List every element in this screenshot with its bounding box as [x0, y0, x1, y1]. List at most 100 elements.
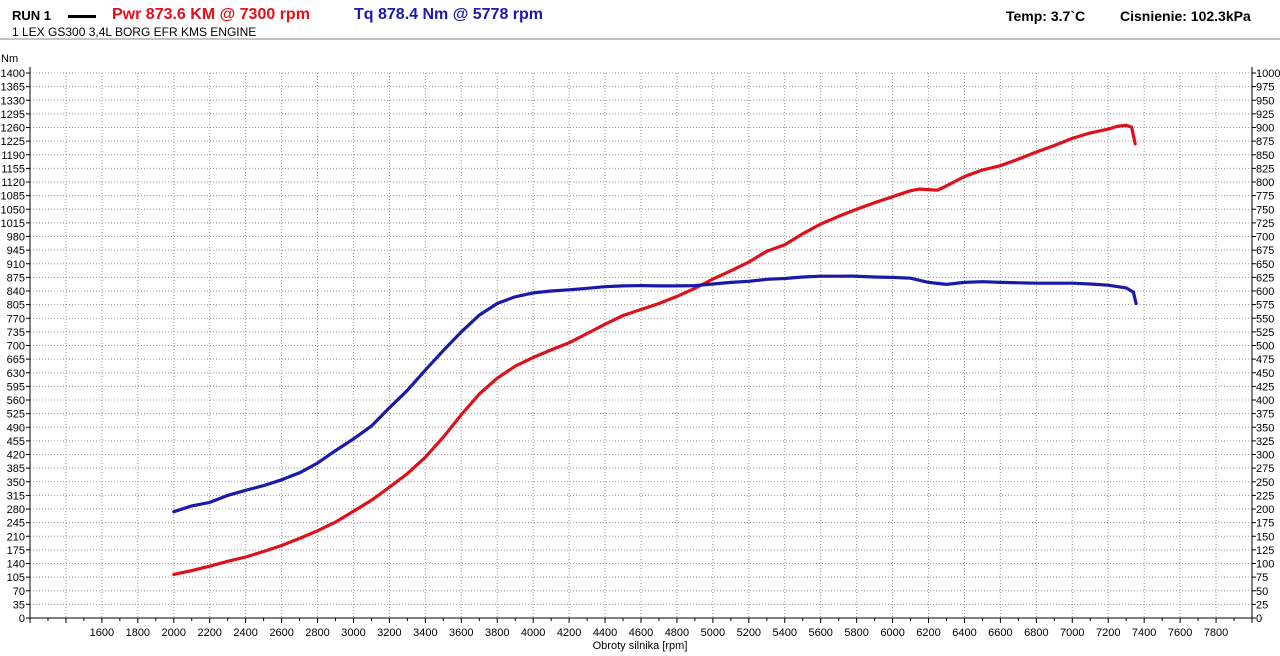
- left-tick-label: 350: [7, 477, 25, 489]
- x-tick-label: 2600: [269, 627, 293, 639]
- right-tick-label: 500: [1256, 341, 1274, 353]
- right-tick-label: 600: [1256, 286, 1274, 298]
- left-tick-label: 525: [7, 409, 25, 421]
- left-tick-label: 980: [7, 232, 25, 244]
- y-axis-label: Nm: [1, 53, 18, 65]
- x-tick-label: 7800: [1204, 627, 1228, 639]
- right-tick-label: 700: [1256, 232, 1274, 244]
- x-tick-label: 6400: [952, 627, 976, 639]
- right-tick-label: 850: [1256, 150, 1274, 162]
- left-tick-label: 840: [7, 286, 25, 298]
- right-tick-label: 750: [1256, 204, 1274, 216]
- left-tick-label: 630: [7, 368, 25, 380]
- right-tick-label: 300: [1256, 450, 1274, 462]
- run-subtitle: 1 LEX GS300 3,4L BORG EFR KMS ENGINE: [12, 25, 257, 39]
- x-tick-label: 2200: [197, 627, 221, 639]
- right-tick-label: 350: [1256, 422, 1274, 434]
- left-tick-label: 1085: [1, 191, 25, 203]
- power-summary: Pwr 873.6 KM @ 7300 rpm: [112, 6, 310, 23]
- right-tick-label: 950: [1256, 95, 1274, 107]
- x-tick-label: 7200: [1096, 627, 1120, 639]
- x-tick-label: 5000: [701, 627, 725, 639]
- x-tick-label: 3200: [377, 627, 401, 639]
- x-tick-label: 3600: [449, 627, 473, 639]
- left-tick-label: 1400: [1, 68, 25, 80]
- left-tick-label: 280: [7, 504, 25, 516]
- right-tick-label: 825: [1256, 163, 1274, 175]
- right-tick-label: 150: [1256, 531, 1274, 543]
- x-tick-label: 7000: [1060, 627, 1084, 639]
- left-tick-label: 1120: [1, 177, 25, 189]
- x-tick-label: 3000: [341, 627, 365, 639]
- right-tick-label: 25: [1256, 599, 1268, 611]
- left-tick-label: 735: [7, 327, 25, 339]
- x-tick-label: 6000: [880, 627, 904, 639]
- right-tick-label: 250: [1256, 477, 1274, 489]
- left-tick-label: 1225: [1, 136, 25, 148]
- right-tick-label: 450: [1256, 368, 1274, 380]
- left-tick-label: 560: [7, 395, 25, 407]
- temperature-readout: Temp: 3.7`C: [1006, 8, 1086, 24]
- right-tick-label: 725: [1256, 218, 1274, 230]
- right-tick-label: 275: [1256, 463, 1274, 475]
- x-tick-label: 5200: [737, 627, 761, 639]
- x-tick-label: 2400: [233, 627, 257, 639]
- x-tick-label: 6600: [988, 627, 1012, 639]
- right-tick-label: 625: [1256, 272, 1274, 284]
- x-tick-label: 2000: [162, 627, 186, 639]
- left-tick-label: 1260: [1, 123, 25, 135]
- right-tick-label: 0: [1256, 613, 1262, 625]
- left-tick-label: 1365: [1, 82, 25, 94]
- left-tick-label: 665: [7, 354, 25, 366]
- left-tick-label: 455: [7, 436, 25, 448]
- x-axis-label: Obroty silnika [rpm]: [593, 640, 688, 652]
- left-tick-label: 1155: [1, 163, 25, 175]
- x-tick-label: 7600: [1168, 627, 1192, 639]
- left-tick-label: 805: [7, 300, 25, 312]
- run-label: RUN 1: [12, 8, 52, 23]
- x-tick-label: 4400: [593, 627, 617, 639]
- right-tick-label: 225: [1256, 490, 1274, 502]
- x-tick-label: 1800: [126, 627, 150, 639]
- series-tq-line: [172, 274, 1138, 514]
- series-lines: [172, 123, 1138, 576]
- grid-lines: [29, 72, 1253, 619]
- right-tick-label: 975: [1256, 82, 1274, 94]
- right-tick-label: 550: [1256, 313, 1274, 325]
- x-tick-label: 4600: [629, 627, 653, 639]
- right-tick-label: 100: [1256, 559, 1274, 571]
- right-tick-label: 200: [1256, 504, 1274, 516]
- left-tick-label: 945: [7, 245, 25, 257]
- left-tick-label: 1015: [1, 218, 25, 230]
- left-tick-label: 770: [7, 313, 25, 325]
- right-tick-label: 775: [1256, 191, 1274, 203]
- right-tick-label: 425: [1256, 381, 1274, 393]
- x-tick-label: 6200: [916, 627, 940, 639]
- right-tick-label: 525: [1256, 327, 1274, 339]
- x-tick-label: 1600: [90, 627, 114, 639]
- run-line-swatch: [68, 15, 96, 18]
- left-tick-label: 315: [7, 490, 25, 502]
- axes: [0, 38, 1280, 619]
- x-tick-label: 3400: [413, 627, 437, 639]
- left-tick-label: 420: [7, 450, 25, 462]
- left-tick-label: 595: [7, 381, 25, 393]
- left-tick-label: 1330: [1, 95, 25, 107]
- right-tick-label: 1000: [1256, 68, 1280, 80]
- left-tick-label: 875: [7, 272, 25, 284]
- left-tick-label: 490: [7, 422, 25, 434]
- right-tick-label: 175: [1256, 518, 1274, 530]
- x-tick-label: 5400: [773, 627, 797, 639]
- x-tick-label: 5600: [808, 627, 832, 639]
- left-tick-label: 1050: [1, 204, 25, 216]
- right-tick-label: 650: [1256, 259, 1274, 271]
- right-tick-label: 75: [1256, 572, 1268, 584]
- left-tick-label: 385: [7, 463, 25, 475]
- left-tick-label: 210: [7, 531, 25, 543]
- right-tick-label: 925: [1256, 109, 1274, 121]
- right-tick-label: 475: [1256, 354, 1274, 366]
- right-tick-label: 325: [1256, 436, 1274, 448]
- right-tick-label: 375: [1256, 409, 1274, 421]
